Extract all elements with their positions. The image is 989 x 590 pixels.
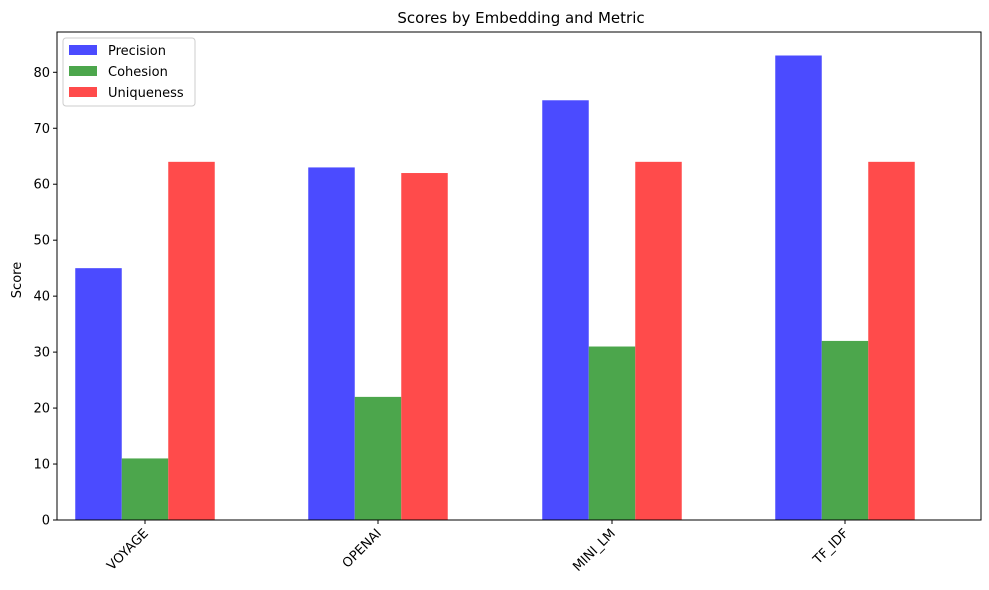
x-axis-ticks: VOYAGE OPENAI MINI_LM TF_IDF	[104, 520, 852, 575]
bar-cohesion-tf_idf	[821, 340, 869, 520]
chart-title: Scores by Embedding and Metric	[397, 9, 644, 27]
bar-precision-voyage	[75, 268, 122, 520]
bar-uniqueness-voyage	[168, 161, 215, 520]
legend: Precision Cohesion Uniqueness	[62, 37, 196, 107]
legend-label-precision: Precision	[108, 44, 166, 59]
y-tick-label: 40	[33, 290, 50, 305]
legend-label-uniqueness: Uniqueness	[108, 86, 184, 101]
plot-frame	[56, 31, 982, 521]
y-tick-label: 10	[33, 458, 50, 473]
y-tick-label: 20	[33, 402, 50, 417]
bars-layer	[75, 55, 915, 521]
bar-cohesion-voyage	[121, 458, 169, 520]
y-axis-label: Score	[10, 262, 25, 298]
x-tick-label: VOYAGE	[104, 526, 151, 573]
y-tick-label: 30	[33, 346, 50, 361]
legend-swatch-uniqueness	[69, 87, 97, 97]
bar-cohesion-openai	[354, 396, 402, 520]
y-tick-label: 0	[42, 514, 50, 529]
x-tick-label: TF_IDF	[810, 526, 852, 568]
legend-label-cohesion: Cohesion	[108, 65, 168, 80]
legend-swatch-precision	[69, 45, 97, 55]
y-tick-label: 80	[33, 66, 50, 81]
y-tick-label: 70	[33, 122, 50, 137]
x-tick-label: MINI_LM	[570, 526, 618, 574]
x-tick-label: OPENAI	[340, 526, 385, 571]
bar-uniqueness-openai	[401, 173, 448, 520]
bar-cohesion-mini_lm	[588, 346, 636, 520]
bar-precision-tf_idf	[775, 55, 822, 521]
bar-uniqueness-mini_lm	[635, 161, 682, 520]
y-tick-label: 50	[33, 234, 50, 249]
y-tick-label: 60	[33, 178, 50, 193]
bar-uniqueness-tf_idf	[868, 161, 915, 520]
bar-precision-openai	[308, 167, 355, 520]
bar-precision-mini_lm	[542, 100, 589, 520]
legend-swatch-cohesion	[69, 66, 97, 76]
y-axis-ticks: 0 10 20 30 40 50 60 70 80	[33, 66, 57, 529]
